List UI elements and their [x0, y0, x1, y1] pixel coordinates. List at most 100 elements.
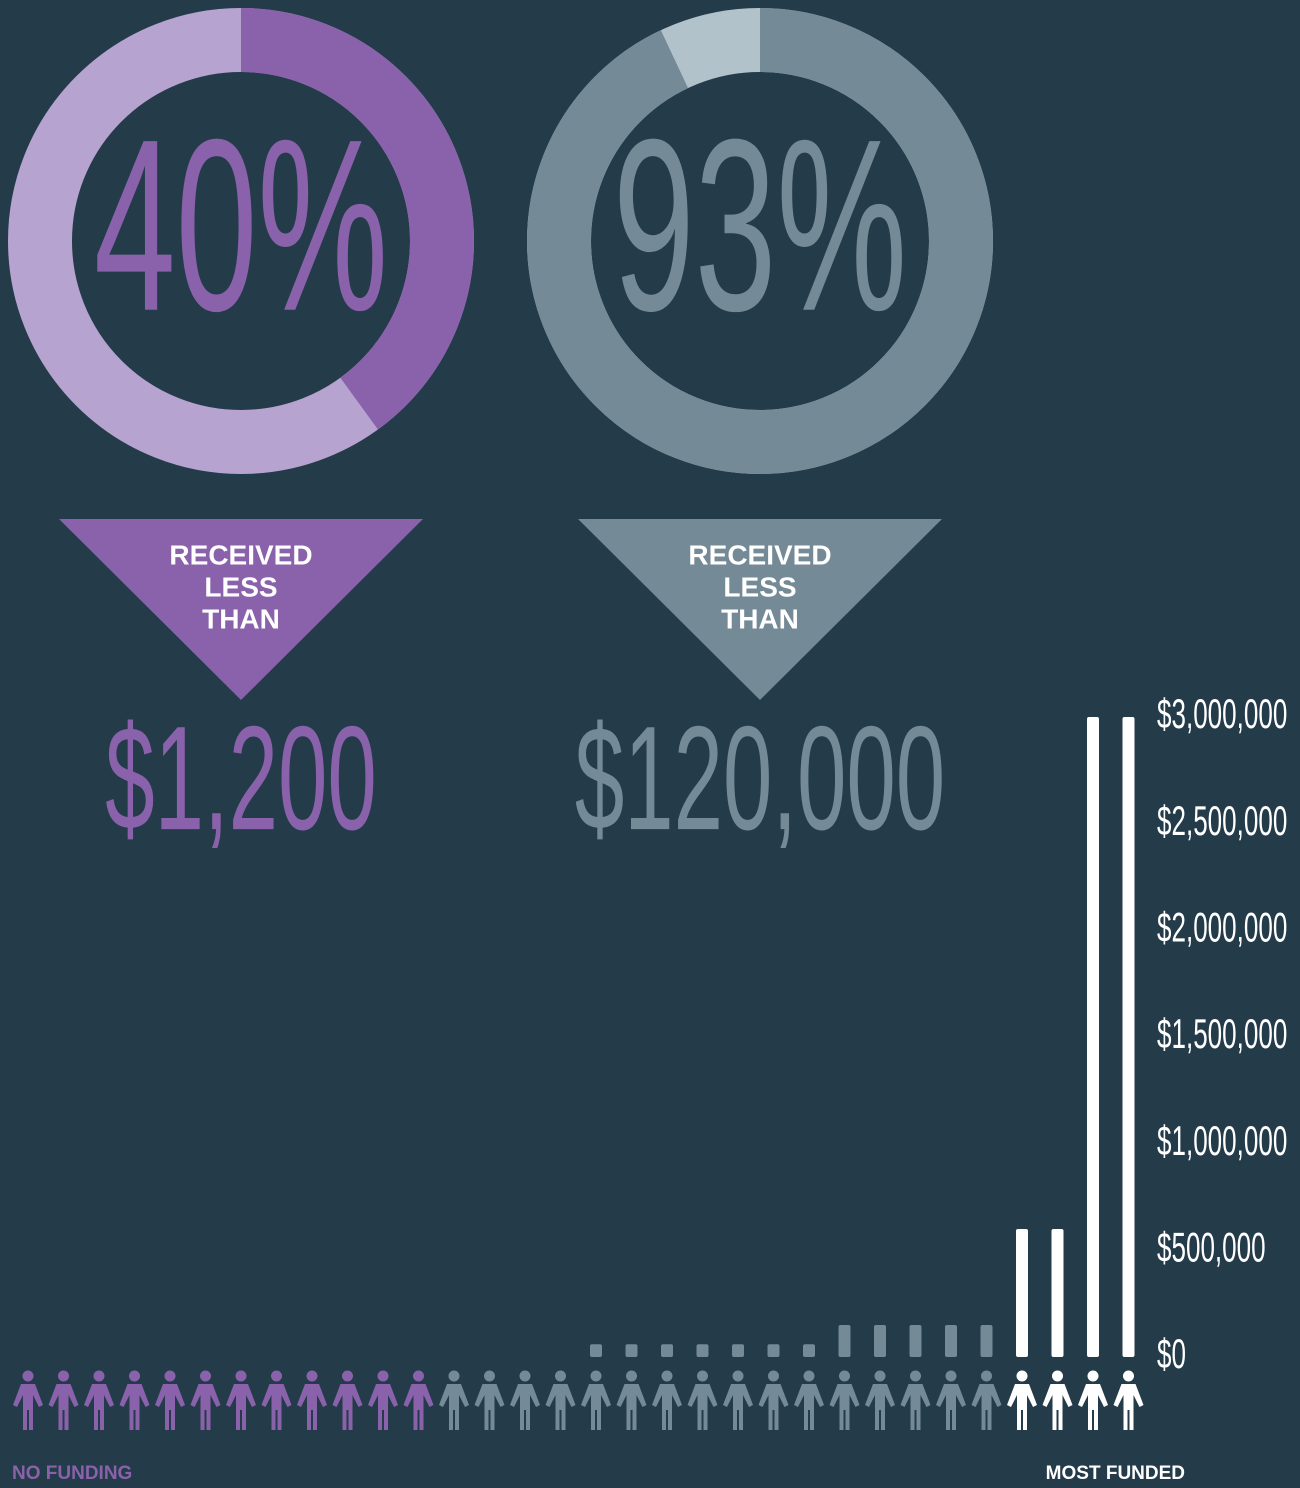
- y-tick-label: $1,500,000: [1157, 1011, 1287, 1058]
- person-head: [874, 1370, 886, 1382]
- person-head: [590, 1370, 602, 1382]
- person-body: [971, 1384, 1002, 1430]
- person-body: [1078, 1384, 1108, 1430]
- person-icon: [936, 1370, 966, 1430]
- person-icon: [48, 1370, 79, 1430]
- bar: [945, 1325, 957, 1357]
- person-head: [732, 1370, 744, 1382]
- person-head: [910, 1370, 921, 1382]
- amount: $120,000: [575, 696, 945, 861]
- person-head: [164, 1370, 176, 1382]
- person-head: [945, 1370, 957, 1382]
- y-tick-label: $2,000,000: [1157, 904, 1287, 951]
- person-body: [900, 1384, 931, 1430]
- person-body: [581, 1384, 611, 1430]
- person-icon: [226, 1370, 256, 1430]
- person-body: [226, 1384, 256, 1430]
- bar: [980, 1325, 993, 1357]
- bar: [661, 1344, 673, 1357]
- x-end-label: MOST FUNDED: [1046, 1463, 1185, 1484]
- person-body: [616, 1384, 647, 1430]
- person-icon: [332, 1370, 363, 1430]
- person-body: [261, 1384, 292, 1430]
- person-head: [519, 1370, 531, 1382]
- bar: [1087, 717, 1099, 1357]
- person-head: [555, 1370, 566, 1382]
- person-icon: [13, 1370, 43, 1430]
- caption-triangle: [578, 519, 942, 700]
- person-icon: [155, 1370, 185, 1430]
- bar: [1122, 717, 1135, 1357]
- donut-segment: [240, 8, 474, 430]
- person-head: [306, 1370, 318, 1382]
- person-head: [484, 1370, 495, 1382]
- person-body: [368, 1384, 398, 1430]
- person-head: [22, 1370, 34, 1382]
- caption-line: RECEIVED: [688, 539, 831, 570]
- person-head: [200, 1370, 211, 1382]
- person-icon: [439, 1370, 469, 1430]
- person-head: [377, 1370, 389, 1382]
- person-body: [84, 1384, 114, 1430]
- person-head: [413, 1370, 424, 1382]
- y-tick-label: $2,500,000: [1157, 798, 1287, 845]
- person-icon: [1113, 1370, 1144, 1430]
- person-head: [1123, 1370, 1134, 1382]
- person-icon: [1078, 1370, 1108, 1430]
- bar: [625, 1344, 638, 1357]
- person-head: [661, 1370, 673, 1382]
- person-head: [1087, 1370, 1099, 1382]
- y-tick-label: $3,000,000: [1157, 691, 1287, 738]
- person-body: [1042, 1384, 1073, 1430]
- person-head: [342, 1370, 353, 1382]
- bar: [696, 1344, 709, 1357]
- person-head: [271, 1370, 282, 1382]
- person-icon: [758, 1370, 789, 1430]
- person-head: [93, 1370, 105, 1382]
- person-icon: [474, 1370, 505, 1430]
- person-icon: [1007, 1370, 1037, 1430]
- person-icon: [1042, 1370, 1073, 1430]
- bar: [1051, 1229, 1064, 1357]
- person-icon: [971, 1370, 1002, 1430]
- caption-line: LESS: [204, 571, 277, 602]
- caption-line: THAN: [721, 603, 799, 634]
- person-icon: [545, 1370, 576, 1430]
- person-body: [687, 1384, 718, 1430]
- person-head: [448, 1370, 460, 1382]
- person-icon: [368, 1370, 398, 1430]
- person-body: [48, 1384, 79, 1430]
- person-icon: [652, 1370, 682, 1430]
- person-head: [839, 1370, 850, 1382]
- bar: [732, 1344, 744, 1357]
- person-icon: [403, 1370, 434, 1430]
- person-head: [697, 1370, 708, 1382]
- caption-triangle: [59, 519, 423, 700]
- person-body: [13, 1384, 43, 1430]
- person-icon: [687, 1370, 718, 1430]
- bar: [590, 1344, 602, 1357]
- person-body: [723, 1384, 753, 1430]
- y-tick-label: $1,000,000: [1157, 1118, 1287, 1165]
- person-icon: [794, 1370, 824, 1430]
- person-body: [297, 1384, 327, 1430]
- person-icon: [616, 1370, 647, 1430]
- person-body: [1007, 1384, 1037, 1430]
- bar: [874, 1325, 886, 1357]
- person-icon: [119, 1370, 150, 1430]
- person-head: [803, 1370, 815, 1382]
- person-head: [58, 1370, 69, 1382]
- caption-line: THAN: [202, 603, 280, 634]
- caption-line: LESS: [723, 571, 796, 602]
- person-icon: [510, 1370, 540, 1430]
- person-body: [1113, 1384, 1144, 1430]
- bar: [803, 1344, 815, 1357]
- person-icon: [261, 1370, 292, 1430]
- person-body: [119, 1384, 150, 1430]
- y-tick-label: $500,000: [1157, 1224, 1266, 1271]
- person-body: [936, 1384, 966, 1430]
- person-head: [129, 1370, 140, 1382]
- person-head: [626, 1370, 637, 1382]
